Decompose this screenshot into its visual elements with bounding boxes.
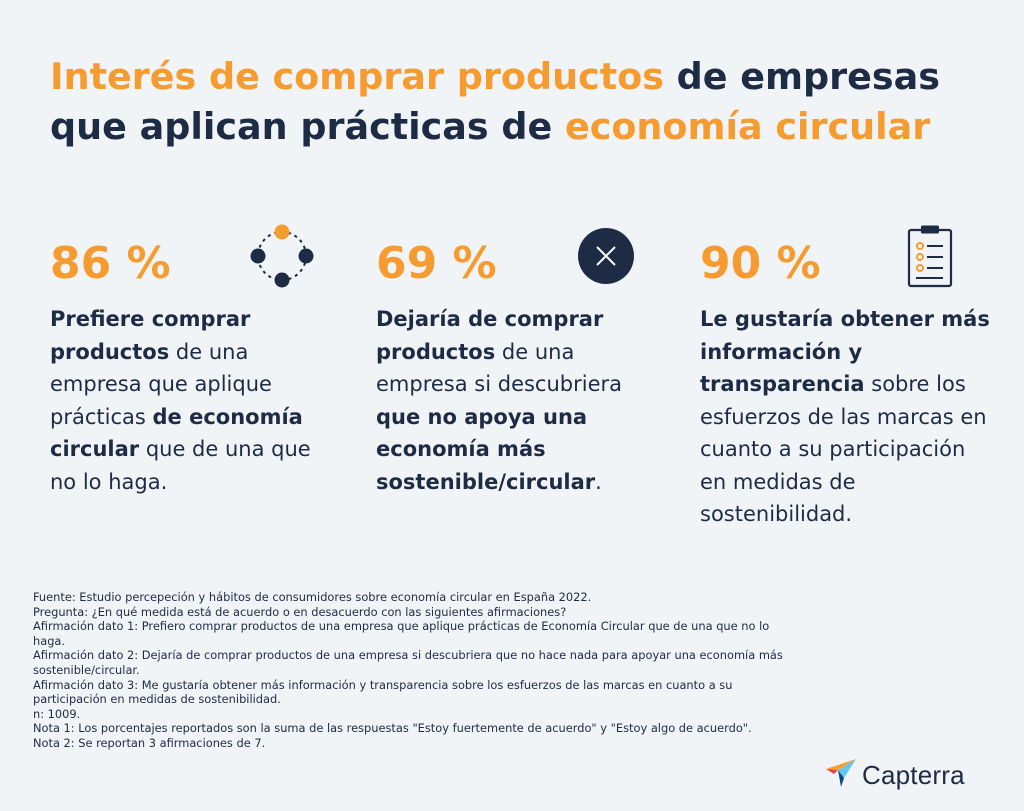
footnote-note-1: Nota 1: Los porcentajes reportados son l…: [33, 721, 752, 736]
description-emphasis: de economía circular: [50, 404, 303, 462]
description-emphasis: Dejaría de comprar productos: [376, 307, 604, 364]
stat-description-3: Le gustaría obtener más información y tr…: [700, 303, 990, 531]
description-text: sobre los esfuerzos de las marcas en cua…: [700, 372, 987, 526]
title-highlight: Interés de comprar productos: [50, 55, 664, 98]
title-text: que aplican prácticas de: [50, 105, 565, 148]
footnote-statement-3: Afirmación dato 3: Me gustaría obtener m…: [33, 677, 733, 707]
footnote-statement-1: Afirmación dato 1: Prefiero comprar prod…: [33, 619, 770, 648]
title-text: de empresas: [663, 55, 941, 98]
stat-value-3: 90 %: [700, 238, 821, 289]
clipboard-checklist-icon: [906, 224, 954, 292]
page-title: Interés de comprar productos de empresas…: [50, 52, 990, 152]
stat-description-2: Dejaría de comprar productos de una empr…: [376, 303, 666, 498]
description-emphasis: Prefiere comprar productos: [50, 307, 251, 364]
description-text: .: [595, 469, 602, 494]
description-text: que de una que no lo haga.: [50, 437, 311, 494]
title-highlight: economía circular: [564, 105, 931, 148]
brand-name: Capterra: [862, 759, 965, 790]
description-emphasis: que no apoya una economía más sostenible…: [376, 404, 596, 494]
capterra-logo-icon: [824, 758, 858, 792]
stat-value-2: 69 %: [376, 238, 497, 289]
circular-nodes-icon: [248, 222, 316, 294]
stat-value-1: 86 %: [50, 238, 171, 289]
stat-description-1: Prefiere comprar productos de una empres…: [50, 303, 340, 498]
footnotes: Fuente: Estudio percepeción y hábitos de…: [33, 590, 803, 751]
footnote-question: Pregunta: ¿En qué medida está de acuerdo…: [33, 604, 567, 619]
footnote-statement-2: Afirmación dato 2: Dejaría de comprar pr…: [33, 648, 783, 677]
description-text: de una empresa si descubriera: [376, 339, 623, 397]
brand-logo: Capterra: [824, 758, 965, 792]
description-emphasis: Le gustaría obtener más información y tr…: [700, 307, 990, 396]
footnote-note-2: Nota 2: Se reportan 3 afirmaciones de 7.: [33, 735, 266, 750]
footnote-sample-size: n: 1009.: [33, 706, 81, 721]
footnote-source: Fuente: Estudio percepeción y hábitos de…: [33, 590, 592, 604]
x-circle-icon: [577, 227, 635, 289]
description-text: de una empresa que aplique prácticas: [50, 339, 272, 429]
